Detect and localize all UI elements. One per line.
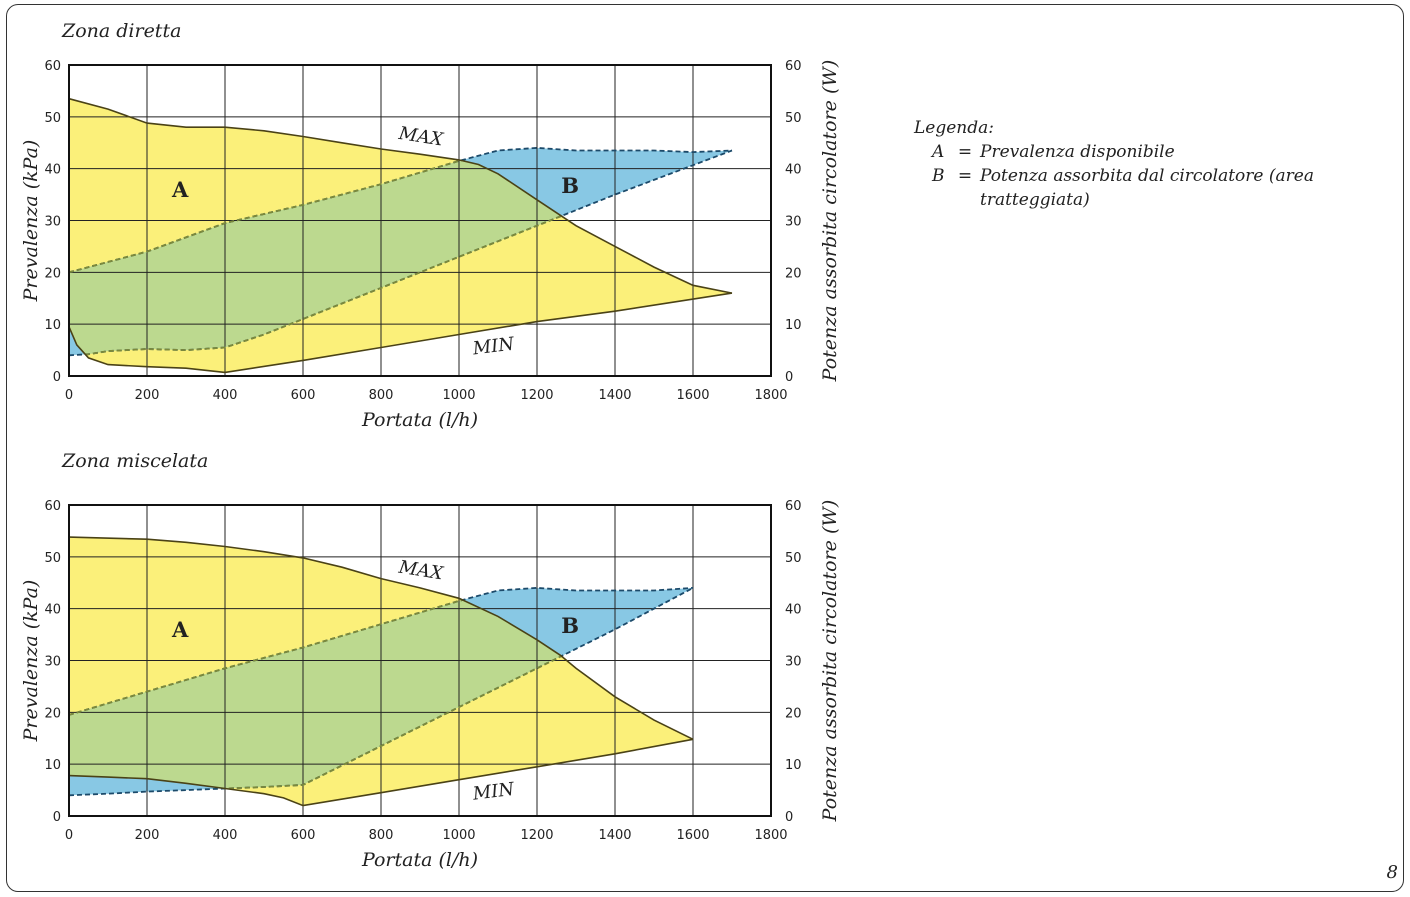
legend-item-a: A = Prevalenza disponibile xyxy=(914,140,1384,164)
y-tick-label: 60 xyxy=(44,499,61,514)
y-tick-label: 20 xyxy=(44,706,61,721)
legend-key-b: B xyxy=(932,166,945,186)
y-tick-label: 50 xyxy=(44,111,61,126)
legend-title: Legenda: xyxy=(914,118,994,138)
x-axis-label: Portata (l/h) xyxy=(361,849,478,871)
power-min-line-overlap xyxy=(69,149,732,357)
y-tick-label: 60 xyxy=(44,59,61,74)
x-tick-label: 0 xyxy=(65,388,73,403)
x-tick-label: 600 xyxy=(291,388,316,403)
legend: Legenda: A = Prevalenza disponibile B = … xyxy=(914,116,1384,212)
y2-tick-label: 10 xyxy=(785,318,802,333)
y-tick-label: 30 xyxy=(44,655,61,670)
x-tick-label: 0 xyxy=(65,828,73,843)
y2-tick-label: 40 xyxy=(785,163,802,178)
y-tick-label: 20 xyxy=(44,266,61,281)
y-tick-label: 30 xyxy=(44,215,61,230)
chart-title-zona-diretta: Zona diretta xyxy=(62,20,182,42)
x-tick-label: 1200 xyxy=(520,388,553,403)
y-tick-label: 0 xyxy=(53,810,61,825)
y-tick-label: 10 xyxy=(44,318,61,333)
y2-tick-label: 0 xyxy=(785,810,793,825)
x-tick-label: 1800 xyxy=(754,388,787,403)
y-tick-label: 50 xyxy=(44,551,61,566)
plot-border xyxy=(68,504,772,817)
x-tick-label: 600 xyxy=(291,828,316,843)
y2-tick-label: 50 xyxy=(785,551,802,566)
x-tick-label: 200 xyxy=(135,828,160,843)
x-tick-label: 1800 xyxy=(754,828,787,843)
plot-border xyxy=(68,64,772,377)
y2-tick-label: 60 xyxy=(785,59,802,74)
y-axis-label: Prevalenza (kPa) xyxy=(20,580,42,743)
min-curve xyxy=(68,292,733,374)
y-tick-label: 0 xyxy=(53,370,61,385)
y2-tick-label: 20 xyxy=(785,266,802,281)
x-tick-label: 1000 xyxy=(442,828,475,843)
y-tick-label: 10 xyxy=(44,758,61,773)
area-a-label: A xyxy=(171,617,189,642)
x-tick-label: 1600 xyxy=(676,388,709,403)
page-number: 8 xyxy=(1386,862,1398,883)
y2-tick-label: 0 xyxy=(785,370,793,385)
x-tick-label: 800 xyxy=(369,388,394,403)
y-tick-label: 40 xyxy=(44,603,61,618)
y2-tick-label: 30 xyxy=(785,215,802,230)
x-tick-label: 1600 xyxy=(676,828,709,843)
page-frame xyxy=(6,4,1404,892)
x-axis-label: Portata (l/h) xyxy=(361,409,478,431)
legend-key-a: A xyxy=(932,142,945,162)
x-tick-label: 1400 xyxy=(598,828,631,843)
legend-item-b: B = Potenza assorbita dal circolatore (a… xyxy=(914,164,1384,212)
x-tick-label: 1400 xyxy=(598,388,631,403)
area-b-label: B xyxy=(561,173,579,198)
legend-text-a: Prevalenza disponibile xyxy=(980,142,1175,162)
legend-text-b: Potenza assorbita dal circolatore (area … xyxy=(980,166,1314,210)
power-max-line xyxy=(68,586,694,716)
y2-tick-label: 50 xyxy=(785,111,802,126)
min-curve xyxy=(68,738,694,807)
y2-axis-label: Potenza assorbita circolatore (W) xyxy=(819,500,841,823)
y2-tick-label: 20 xyxy=(785,706,802,721)
max-curve xyxy=(68,97,733,294)
y2-axis-label: Potenza assorbita circolatore (W) xyxy=(819,60,841,383)
x-tick-label: 400 xyxy=(213,388,238,403)
area-b-label: B xyxy=(561,613,579,638)
legend-equals: = xyxy=(957,142,973,162)
x-tick-label: 400 xyxy=(213,828,238,843)
y2-tick-label: 10 xyxy=(785,758,802,773)
y-tick-label: 40 xyxy=(44,163,61,178)
chart-title-zona-miscelata: Zona miscelata xyxy=(62,450,209,472)
legend-equals: = xyxy=(957,166,973,186)
area-a-label: A xyxy=(171,177,189,202)
x-tick-label: 1000 xyxy=(442,388,475,403)
y-axis-label: Prevalenza (kPa) xyxy=(20,140,42,303)
x-tick-label: 800 xyxy=(369,828,394,843)
y2-tick-label: 40 xyxy=(785,603,802,618)
y2-tick-label: 60 xyxy=(785,499,802,514)
y2-tick-label: 30 xyxy=(785,655,802,670)
x-tick-label: 200 xyxy=(135,388,160,403)
max-curve xyxy=(68,536,694,741)
x-tick-label: 1200 xyxy=(520,828,553,843)
